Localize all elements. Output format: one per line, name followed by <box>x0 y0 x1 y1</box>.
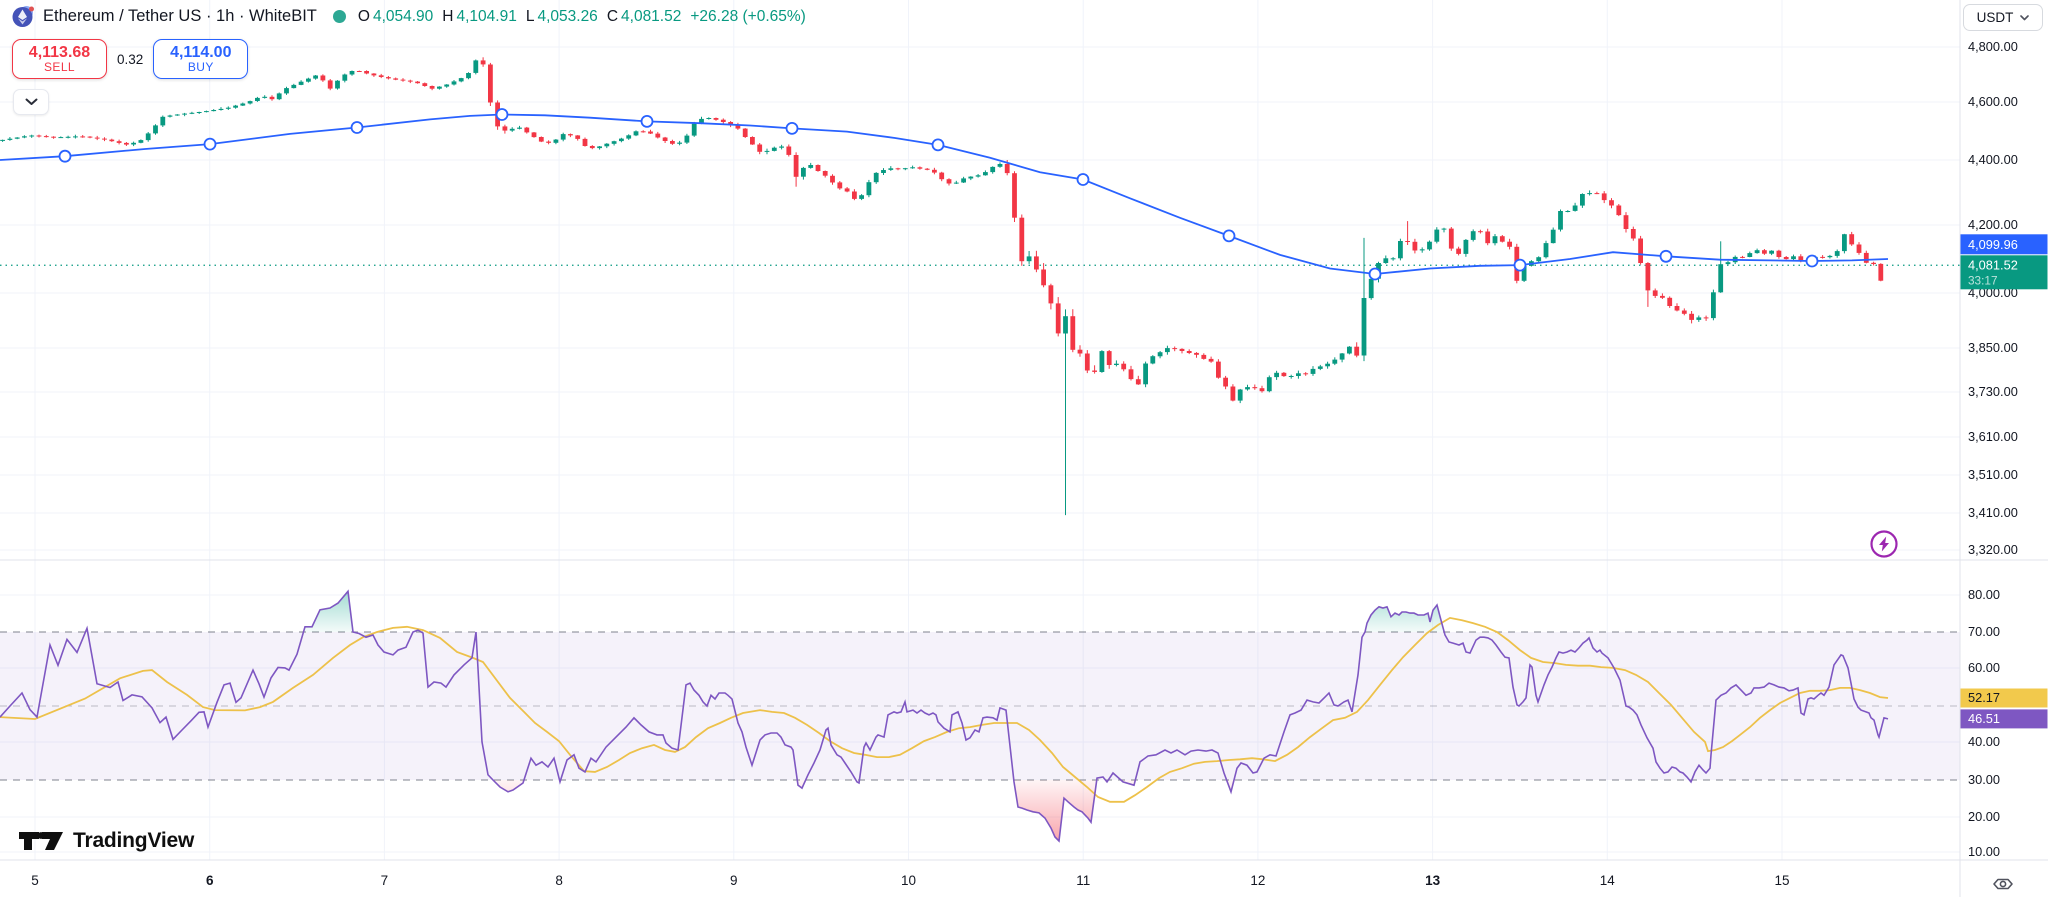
market-status-icon <box>332 10 346 23</box>
svg-text:30.00: 30.00 <box>1968 772 2000 787</box>
tradingview-logo-text: TradingView <box>73 829 195 852</box>
svg-text:14: 14 <box>1600 873 1616 888</box>
bar-countdown: 33:17 <box>1968 273 1998 287</box>
candles-layer <box>0 57 1884 516</box>
svg-text:4,200.00: 4,200.00 <box>1968 217 2018 232</box>
buy-label: BUY <box>187 60 214 75</box>
rsi-ma-badge: 52.17 <box>1960 688 2048 708</box>
svg-text:4,081.52: 4,081.52 <box>1968 257 2018 272</box>
svg-text:11: 11 <box>1076 873 1090 888</box>
svg-text:70.00: 70.00 <box>1968 624 2000 639</box>
tradingview-logo-icon <box>19 832 63 850</box>
close-value: 4,081.52 <box>621 7 682 25</box>
ma-marker-icon <box>640 115 654 128</box>
gear-icon <box>1993 878 2013 890</box>
currency-selector[interactable]: USDT <box>1963 4 2043 31</box>
ma-marker-icon <box>203 137 217 151</box>
svg-text:7: 7 <box>381 873 389 888</box>
svg-text:10: 10 <box>901 873 916 888</box>
ma-marker-icon <box>1659 249 1673 263</box>
ma-marker-icon <box>1076 173 1090 186</box>
ma-marker-icon <box>1805 254 1819 268</box>
sell-label: SELL <box>44 60 75 75</box>
svg-text:8: 8 <box>555 873 563 888</box>
rsi-ma-line <box>0 616 1889 803</box>
change-value: +26.28 (+0.65%) <box>690 7 806 25</box>
svg-text:3,410.00: 3,410.00 <box>1968 505 2018 520</box>
svg-text:80.00: 80.00 <box>1968 587 2000 602</box>
svg-text:52.17: 52.17 <box>1968 690 2000 705</box>
rsi-overbought-fill <box>0 591 1888 632</box>
svg-text:4,099.96: 4,099.96 <box>1968 237 2018 252</box>
buy-price: 4,114.00 <box>170 43 232 61</box>
chevron-down-icon <box>2020 14 2030 20</box>
rsi-band <box>0 631 1960 781</box>
spread-value: 0.32 <box>117 51 144 67</box>
ma-marker-icon <box>1368 267 1382 281</box>
ma-marker-icon <box>931 138 945 152</box>
svg-text:40.00: 40.00 <box>1968 734 2000 749</box>
grid-lines <box>0 0 1960 860</box>
svg-text:60.00: 60.00 <box>1968 660 2000 675</box>
ethereum-icon <box>12 5 35 28</box>
chart-header: Ethereum / Tether US · 1h · WhiteBIT O 4… <box>12 5 806 28</box>
svg-text:3,730.00: 3,730.00 <box>1968 384 2018 399</box>
price-axis-bg <box>1960 0 2048 897</box>
symbol-title[interactable]: Ethereum / Tether US · 1h · WhiteBIT <box>43 7 317 25</box>
high-label: H <box>442 7 454 25</box>
ma-marker-icon <box>1222 229 1236 243</box>
ohlc-readout: O 4,054.90 H 4,104.91 L 4,053.26 C 4,081… <box>358 8 806 26</box>
collapse-panel-button[interactable] <box>13 89 49 115</box>
rsi-value-badge: 46.51 <box>1960 709 2048 729</box>
svg-text:3,510.00: 3,510.00 <box>1968 467 2018 482</box>
ma-price-badge: 4,099.96 <box>1960 234 2048 255</box>
chevron-down-icon <box>25 98 37 105</box>
currency-value: USDT <box>1976 10 2014 25</box>
low-value: 4,053.26 <box>537 7 598 25</box>
lightning-button[interactable] <box>1870 530 1898 558</box>
low-label: L <box>525 7 535 25</box>
svg-text:4,800.00: 4,800.00 <box>1968 39 2018 54</box>
sell-price: 4,113.68 <box>28 43 91 61</box>
svg-text:12: 12 <box>1250 873 1265 888</box>
ma-marker-icon <box>350 121 364 134</box>
svg-text:4,400.00: 4,400.00 <box>1968 152 2018 167</box>
trade-buttons: 4,113.68 SELL 0.32 4,114.00 BUY <box>12 39 249 79</box>
svg-text:6: 6 <box>206 873 214 888</box>
ma-marker-icon <box>1513 258 1527 272</box>
lightning-icon <box>1879 536 1889 552</box>
sell-button[interactable]: 4,113.68 SELL <box>12 39 107 79</box>
ma-marker-icon <box>785 121 799 135</box>
svg-text:13: 13 <box>1425 873 1441 888</box>
open-value: 4,054.90 <box>372 7 434 25</box>
svg-text:5: 5 <box>31 873 39 888</box>
open-label: O <box>357 7 370 25</box>
tradingview-logo[interactable]: TradingView <box>18 829 194 853</box>
svg-text:3,610.00: 3,610.00 <box>1968 429 2018 444</box>
svg-text:9: 9 <box>730 873 738 888</box>
svg-text:3,850.00: 3,850.00 <box>1968 340 2018 355</box>
buy-button[interactable]: 4,114.00 BUY <box>153 39 249 79</box>
svg-text:15: 15 <box>1774 873 1789 888</box>
time-axis[interactable]: 5 6 7 8 9 10 11 12 13 14 15 <box>31 873 1789 888</box>
high-value: 4,104.91 <box>456 7 517 25</box>
close-label: C <box>606 7 619 25</box>
ma-line <box>0 113 1889 275</box>
ma-marker-icon <box>495 108 509 121</box>
ma-marker-icon <box>58 149 72 163</box>
svg-text:10.00: 10.00 <box>1968 844 2000 859</box>
rsi-line <box>0 589 1889 843</box>
svg-text:4,600.00: 4,600.00 <box>1968 94 2018 109</box>
svg-text:3,320.00: 3,320.00 <box>1968 542 2018 557</box>
svg-text:20.00: 20.00 <box>1968 809 2000 824</box>
axis-settings-button[interactable] <box>1993 878 2013 890</box>
svg-text:46.51: 46.51 <box>1968 711 2000 726</box>
